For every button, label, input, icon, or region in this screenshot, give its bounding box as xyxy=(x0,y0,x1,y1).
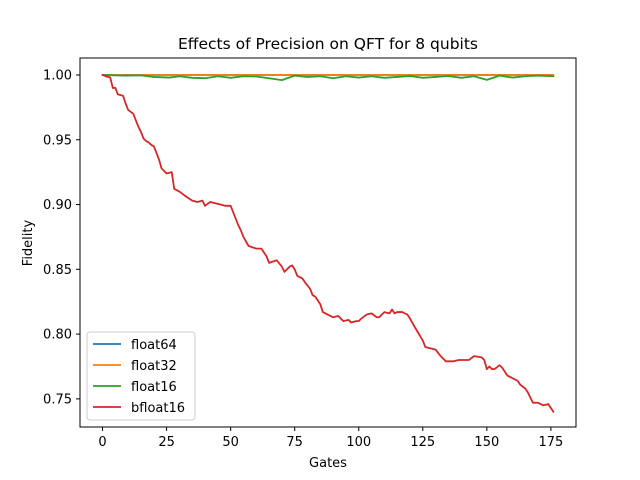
plot-area xyxy=(101,74,555,413)
x-tick-label: 150 xyxy=(474,435,499,450)
x-tick-label: 100 xyxy=(346,435,371,450)
x-tick-label: 125 xyxy=(410,435,435,450)
x-tick-label: 0 xyxy=(98,435,106,450)
legend-label-float16: float16 xyxy=(131,380,177,395)
series-line-float16 xyxy=(101,74,555,82)
chart-title: Effects of Precision on QFT for 8 qubits xyxy=(178,35,478,53)
legend-label-bfloat16: bfloat16 xyxy=(131,401,185,416)
x-tick-label: 75 xyxy=(286,435,303,450)
y-tick-label: 0.75 xyxy=(43,392,72,407)
x-tick-label: 50 xyxy=(222,435,239,450)
legend: float64 float32 float16 bfloat16 xyxy=(86,331,196,421)
x-axis: 0 25 50 75 100 125 150 175 xyxy=(98,427,563,450)
y-axis: 0.75 0.80 0.85 0.90 0.95 1.00 xyxy=(43,68,80,407)
legend-box xyxy=(86,331,196,421)
x-tick-label: 175 xyxy=(538,435,563,450)
x-axis-label: Gates xyxy=(309,456,347,471)
legend-label-float64: float64 xyxy=(131,338,177,353)
y-axis-label: Fidelity xyxy=(21,219,36,266)
x-tick-label: 25 xyxy=(158,435,175,450)
y-tick-label: 0.90 xyxy=(43,198,72,213)
axes-frame xyxy=(79,57,577,428)
y-tick-label: 0.85 xyxy=(43,263,72,278)
series-line-bfloat16 xyxy=(101,74,555,413)
y-tick-label: 0.80 xyxy=(43,328,72,343)
legend-label-float32: float32 xyxy=(131,359,177,374)
y-tick-label: 1.00 xyxy=(43,68,72,83)
y-tick-label: 0.95 xyxy=(43,133,72,148)
